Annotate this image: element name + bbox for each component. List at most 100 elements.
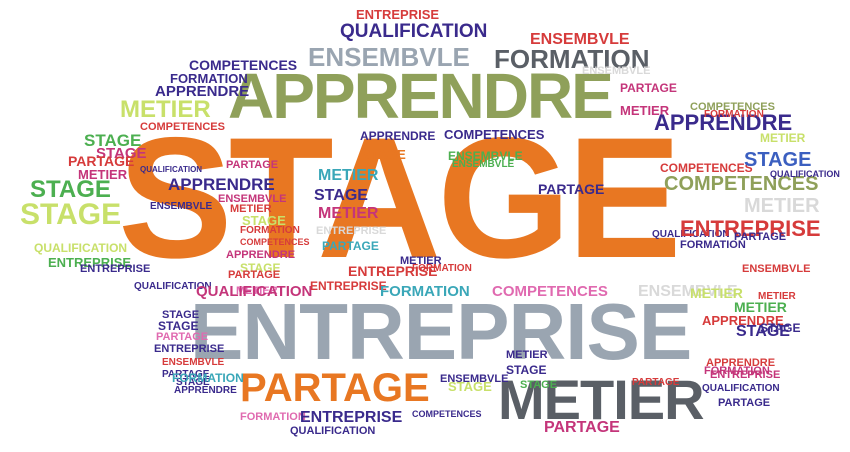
word-partage-small: PARTAGE bbox=[632, 377, 680, 388]
word-metier-bottom-2: METIER bbox=[690, 285, 743, 301]
word-apprendre-left: APPRENDRE bbox=[155, 83, 250, 100]
word-stage-left-9: STAGE bbox=[176, 377, 210, 388]
word-competences-top: COMPETENCES bbox=[189, 57, 298, 73]
word-qualification-top: QUALIFICATION bbox=[340, 21, 488, 42]
word-metier-right-2: METIER bbox=[758, 291, 796, 302]
word-competences-center-2: COMPETENCES bbox=[492, 283, 608, 300]
word-formation-right-2: FORMATION bbox=[704, 109, 764, 120]
word-ensembvle-topright: ENSEMBVLE bbox=[530, 31, 630, 48]
word-stage-right-3: STAGE bbox=[760, 321, 801, 335]
word-partage-center-2: PARTAGE bbox=[322, 239, 379, 253]
word-formation-top: FORMATION bbox=[494, 44, 650, 74]
word-formation-bottom-2: FORMATION bbox=[240, 411, 306, 423]
word-partage-bottom: PARTAGE bbox=[544, 419, 620, 436]
word-competences-left-2: COMPETENCES bbox=[240, 237, 310, 247]
word-metier-left-2: METIER bbox=[78, 167, 128, 182]
word-partage-main: PARTAGE bbox=[240, 366, 430, 410]
word-entreprise-right-2: ENTREPRISE bbox=[710, 369, 781, 381]
word-apprendre-main: APPRENDRE bbox=[228, 60, 614, 132]
word-metier-left-3: METIER bbox=[230, 203, 272, 215]
word-formation-bottom: FORMATION bbox=[172, 371, 244, 385]
word-metier-right: METIER bbox=[744, 195, 820, 217]
word-apprendre-bottom-2: APPRENDRE bbox=[706, 357, 776, 369]
word-metier-right-bottom: METIER bbox=[734, 299, 787, 315]
word-competences-right: COMPETENCES bbox=[660, 161, 753, 175]
word-stage-bottom-2: STAGE bbox=[448, 379, 492, 394]
word-apprendre-right: APPRENDRE bbox=[654, 110, 793, 135]
word-metier-main: METIER bbox=[498, 368, 705, 431]
word-competences-right-2: COMPETENCES bbox=[664, 173, 819, 195]
word-partage-left-5: PARTAGE bbox=[162, 369, 210, 380]
word-metier-topright: METIER bbox=[620, 103, 670, 118]
word-ensembvle-right: ENSEMBVLE bbox=[582, 65, 651, 77]
word-qualification-center-2: QUALIFICATION bbox=[290, 425, 376, 437]
word-competences-left: COMPETENCES bbox=[140, 121, 225, 133]
word-entreprise-center: ENTREPRISE bbox=[348, 263, 438, 279]
word-stage-left-7: STAGE bbox=[158, 319, 199, 333]
word-qualification-bottom: QUALIFICATION bbox=[652, 229, 730, 240]
word-stage-left-2: STAGE bbox=[20, 198, 122, 231]
word-partage-left-4: PARTAGE bbox=[156, 331, 209, 343]
word-partage-left-2: PARTAGE bbox=[226, 159, 279, 171]
word-stage-left-5: STAGE bbox=[242, 213, 286, 228]
word-formation-right: FORMATION bbox=[680, 239, 746, 251]
word-stage-left-8: STAGE bbox=[162, 309, 200, 321]
word-entreprise-small: ENTREPRISE bbox=[316, 225, 387, 237]
word-ensembvle-left: ENSEMBVLE bbox=[218, 193, 287, 205]
word-stage-right-bottom: STAGE bbox=[736, 323, 790, 340]
word-qualification-center: QUALIFICATION bbox=[196, 283, 313, 300]
word-entreprise-left-3: ENTREPRISE bbox=[154, 343, 225, 355]
word-metier-center: METIER bbox=[318, 205, 379, 222]
word-stage-small: STAGE bbox=[314, 187, 368, 204]
word-qualification-right-2: QUALIFICATION bbox=[770, 169, 840, 179]
word-stage-bottom: STAGE bbox=[506, 363, 547, 377]
word-ensembvle-center: ENSEMBVLE bbox=[448, 149, 523, 163]
word-stage-left-3: STAGE bbox=[84, 131, 142, 150]
word-formation-center: FORMATION bbox=[380, 283, 470, 300]
word-apprendre-left-3: APPRENDRE bbox=[174, 385, 237, 396]
word-formation-small: FORMATION bbox=[412, 263, 472, 274]
word-stage-left-6: STAGE bbox=[240, 261, 281, 275]
word-metier-top-right: METIER bbox=[760, 131, 806, 145]
word-qualification-left: QUALIFICATION bbox=[34, 241, 128, 255]
word-qualification-small: QUALIFICATION bbox=[140, 165, 203, 174]
word-ensembvle-bottom: ENSEMBVLE bbox=[440, 373, 509, 385]
word-metier-small: METIER bbox=[318, 167, 379, 184]
word-formation-left: FORMATION bbox=[170, 71, 248, 86]
word-stage-small-2: STAGE bbox=[520, 379, 558, 391]
word-ensembvle-bottom-2: ENSEMBVLE bbox=[638, 283, 738, 300]
word-entreprise-center-2: ENTREPRISE bbox=[310, 279, 387, 293]
word-ensembvle-top: ENSEMBVLE bbox=[308, 42, 470, 72]
word-apprendre-center: APPRENDRE bbox=[360, 129, 436, 143]
word-stage-left-4: STAGE bbox=[96, 145, 147, 162]
word-apprendre-center-left: APPRENDRE bbox=[168, 175, 275, 194]
word-ensembvle-left-3: ENSEMBVLE bbox=[150, 201, 213, 212]
word-stage-right: STAGE bbox=[744, 149, 812, 171]
word-entreprise-left-2: ENTREPRISE bbox=[80, 263, 151, 275]
word-apprendre-bottom: APPRENDRE bbox=[702, 313, 784, 328]
word-qualification-right: QUALIFICATION bbox=[702, 383, 780, 394]
word-entreprise-top: ENTREPRISE bbox=[356, 7, 440, 22]
word-stage-main: STAGE bbox=[118, 102, 682, 294]
word-ensembvle-left-2: ENSEMBVLE bbox=[162, 357, 225, 368]
word-metier-left: METIER bbox=[120, 96, 211, 123]
word-entreprise-main: ENTREPRISE bbox=[190, 287, 692, 376]
word-competences-bottom: COMPETENCES bbox=[412, 409, 482, 419]
word-competences-center: COMPETENCES bbox=[444, 127, 545, 142]
word-partage-right: PARTAGE bbox=[734, 231, 787, 243]
word-formation-bottom-3: FORMATION bbox=[704, 365, 770, 377]
word-entreprise-right: ENTREPRISE bbox=[680, 216, 821, 241]
word-competences-top-right: COMPETENCES bbox=[690, 101, 775, 113]
word-partage-topright: PARTAGE bbox=[620, 81, 677, 95]
word-ensembvle-small: ENSEMBVLE bbox=[452, 159, 515, 170]
word-partage-left-3: PARTAGE bbox=[228, 269, 281, 281]
word-partage-center: PARTAGE bbox=[538, 181, 605, 197]
word-metier-center-2: METIER bbox=[400, 255, 442, 267]
word-partage-right-2: PARTAGE bbox=[718, 397, 771, 409]
word-qualification-left-2: QUALIFICATION bbox=[134, 281, 212, 292]
word-metier-left-4: METIER bbox=[236, 285, 278, 297]
word-stage-left-1: STAGE bbox=[30, 176, 111, 203]
word-partage-left: PARTAGE bbox=[68, 153, 135, 169]
word-stage-center: STAGE bbox=[362, 147, 406, 162]
